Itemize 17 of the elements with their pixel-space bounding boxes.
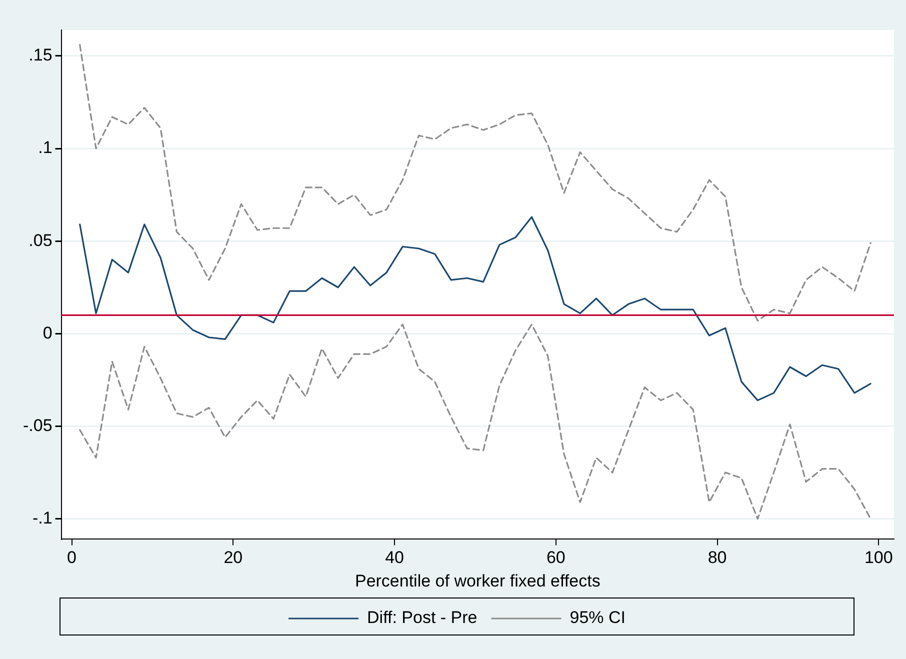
- x-tick-label: 80: [708, 548, 727, 568]
- x-tick-label: 60: [546, 548, 566, 568]
- legend-label: 95% CI: [570, 608, 626, 628]
- y-tick-label: -.1: [32, 508, 52, 528]
- y-tick-label: .15: [28, 46, 52, 65]
- y-tick-label: .1: [38, 138, 52, 158]
- y-tick-label: -.05: [22, 416, 52, 435]
- y-tick-label: .05: [28, 230, 52, 250]
- line-series: [79, 44, 872, 322]
- x-tick-label: 100: [864, 548, 893, 568]
- x-tick-label: 40: [385, 548, 404, 568]
- x-tick-label: 20: [224, 548, 243, 568]
- line-series: [79, 324, 872, 520]
- legend-label: Diff: Post - Pre: [367, 608, 478, 628]
- y-tick-label: 0: [42, 323, 52, 342]
- x-axis-title: Percentile of worker fixed effects: [354, 571, 600, 590]
- x-tick-label: 0: [67, 548, 77, 568]
